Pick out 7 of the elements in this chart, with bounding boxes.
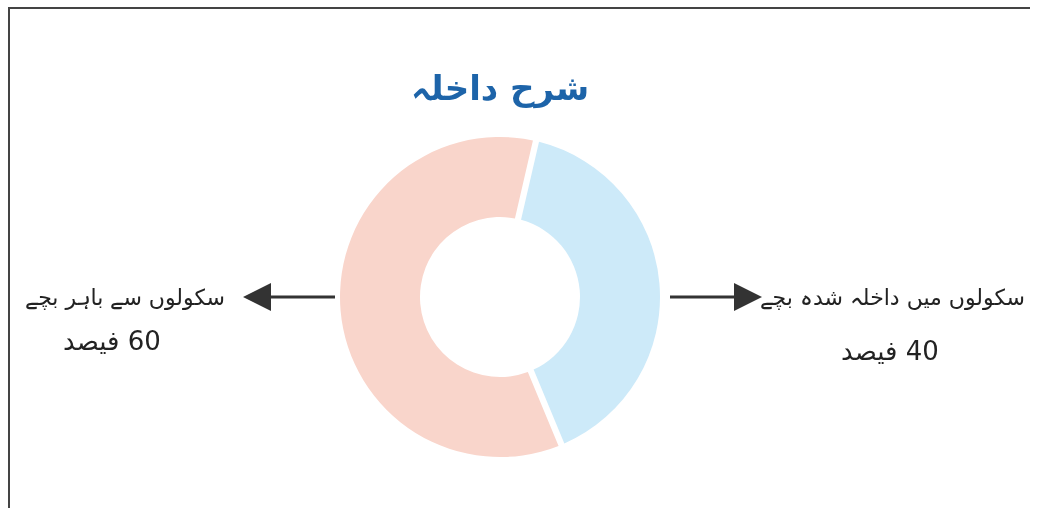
slice-label: سکولوں میں داخلہ شدہ بچے [759,285,1025,310]
data-label: 60 فیصد [63,326,161,356]
chart-title: شرح داخلہ [410,68,590,109]
data-label: 40 فیصد [841,336,939,366]
donut-slice [340,137,559,457]
slice-label: سکولوں سے باہر بچے [25,285,225,310]
donut-slice [521,141,660,444]
